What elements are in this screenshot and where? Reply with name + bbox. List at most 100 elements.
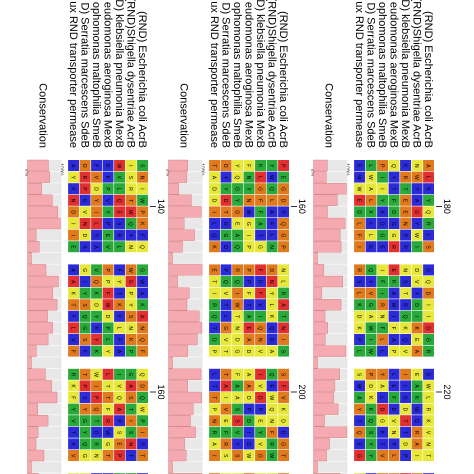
residue-letter: T <box>401 431 407 434</box>
residue-letter: T <box>127 454 133 457</box>
residue-letter: I <box>367 339 373 340</box>
residue-cell <box>209 241 220 253</box>
conservation-bar <box>313 240 342 253</box>
residue-letter: A <box>127 385 133 389</box>
residue-letter: Y <box>378 199 384 203</box>
residue-letter: K <box>104 176 110 180</box>
residue-cell <box>114 310 125 322</box>
residue-letter: G <box>256 187 262 191</box>
residue-cell <box>114 380 125 392</box>
residue-cell <box>137 403 148 415</box>
residue-letter: N <box>401 222 407 226</box>
conservation-bar <box>168 194 192 207</box>
residue-letter: R <box>104 419 110 423</box>
residue-letter: F <box>378 327 384 330</box>
residue-cell <box>354 438 365 450</box>
residue-cell <box>243 299 255 311</box>
residue-cell <box>125 287 137 299</box>
residue-letter: P <box>104 327 110 331</box>
residue-letter: P <box>401 234 407 238</box>
residue-letter: T <box>104 396 110 399</box>
residue-cell <box>266 334 278 345</box>
residue-cell <box>220 160 232 171</box>
residue-letter: R <box>401 303 407 307</box>
residue-letter: F <box>256 211 262 214</box>
residue-cell <box>423 380 434 392</box>
residue-letter: V <box>69 419 75 423</box>
residue-cell <box>125 206 137 218</box>
residue-cell <box>266 380 278 392</box>
residue-cell <box>79 241 91 253</box>
residue-letter: I <box>256 374 262 375</box>
residue-cell <box>411 287 423 299</box>
residue-cell <box>125 438 137 450</box>
residue-letter: R <box>233 268 239 272</box>
residue-cell <box>278 160 289 171</box>
residue-cell <box>220 229 232 241</box>
residue-letter: I <box>424 304 430 305</box>
residue-letter: E <box>210 269 216 273</box>
residue-cell <box>79 264 91 276</box>
conservation-bar <box>168 275 178 288</box>
residue-cell <box>79 218 91 229</box>
residue-cell <box>102 426 114 438</box>
residue-cell <box>411 160 423 171</box>
residue-cell <box>423 183 434 195</box>
conservation-bar <box>27 182 42 195</box>
residue-letter: D <box>355 315 361 319</box>
residue-cell <box>209 392 220 403</box>
residue-letter: Y <box>222 176 228 180</box>
residue-cell <box>423 194 434 206</box>
conservation-bar <box>168 380 188 392</box>
residue-letter: V <box>233 431 239 435</box>
residue-cell <box>354 183 365 195</box>
residue-cell <box>232 218 243 229</box>
residue-letter: S <box>355 280 361 284</box>
residue-cell <box>137 415 148 427</box>
residue-letter: G <box>424 268 430 272</box>
residue-cell <box>102 310 114 322</box>
residue-letter: E <box>401 211 407 215</box>
residue-letter: K <box>367 396 373 400</box>
sequence-label: (RND) Escherichia coli AcrB <box>136 11 148 148</box>
residue-letter: Y <box>69 176 75 180</box>
residue-letter: P <box>81 385 87 389</box>
residue-letter: W <box>115 163 121 168</box>
residue-cell <box>266 194 278 206</box>
residue-cell <box>388 380 400 392</box>
residue-cell <box>125 171 137 183</box>
residue-letter: K <box>256 164 262 168</box>
residue-letter: Y <box>424 199 430 203</box>
residue-cell <box>255 160 266 171</box>
residue-letter: G <box>279 233 285 237</box>
residue-cell <box>266 438 278 450</box>
conservation-bar <box>313 287 322 299</box>
residue-cell <box>209 276 220 287</box>
conservation-bar <box>168 391 202 404</box>
residue-letter: P <box>245 269 251 273</box>
residue-letter: K <box>69 385 75 389</box>
residue-letter: E <box>401 199 407 203</box>
conservation-bar <box>313 357 318 369</box>
residue-letter: P <box>279 164 285 168</box>
residue-cell <box>400 392 411 403</box>
sequence-label: (RND)Shigella dysentriae AcrB <box>266 0 278 148</box>
residue-letter: F <box>138 350 144 353</box>
residue-letter: A <box>138 315 144 319</box>
residue-letter: I <box>210 455 216 456</box>
residue-letter: K <box>424 419 430 423</box>
residue-cell <box>91 345 102 357</box>
residue-cell <box>243 206 255 218</box>
residue-cell <box>255 194 266 206</box>
residue-cell <box>79 345 91 357</box>
residue-letter: I <box>355 246 361 247</box>
residue-letter: R <box>127 187 133 191</box>
sequence-label: D) Serratia marcescens SdeB <box>365 3 377 149</box>
residue-letter: A <box>69 280 75 284</box>
residue-letter: V <box>279 396 285 400</box>
residue-cell <box>365 322 377 334</box>
residue-letter: G <box>256 245 262 249</box>
residue-cell <box>278 276 289 287</box>
residue-cell <box>388 241 400 253</box>
